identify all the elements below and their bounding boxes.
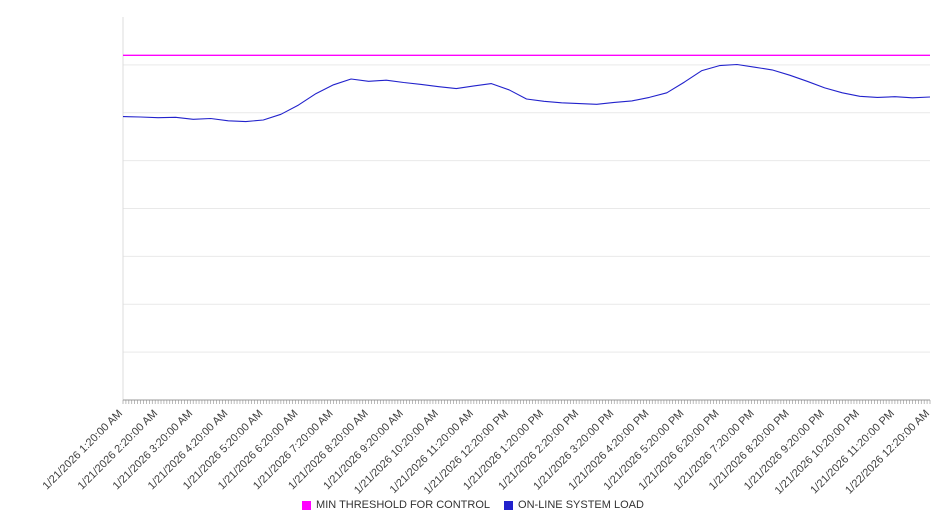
legend-swatch xyxy=(504,500,514,510)
chart-canvas: 1/21/2026 1:20:00 AM1/21/2026 2:20:00 AM… xyxy=(41,17,932,497)
series-line xyxy=(122,63,931,123)
legend-label: ON-LINE SYSTEM LOAD xyxy=(518,499,644,511)
legend-item-1[interactable]: ON-LINE SYSTEM LOAD xyxy=(504,499,644,511)
legend-swatch xyxy=(302,500,312,510)
chart-legend: MIN THRESHOLD FOR CONTROL ON-LINE SYSTEM … xyxy=(0,499,946,511)
legend-item-0[interactable]: MIN THRESHOLD FOR CONTROL xyxy=(302,499,490,511)
legend-label: MIN THRESHOLD FOR CONTROL xyxy=(316,499,491,511)
